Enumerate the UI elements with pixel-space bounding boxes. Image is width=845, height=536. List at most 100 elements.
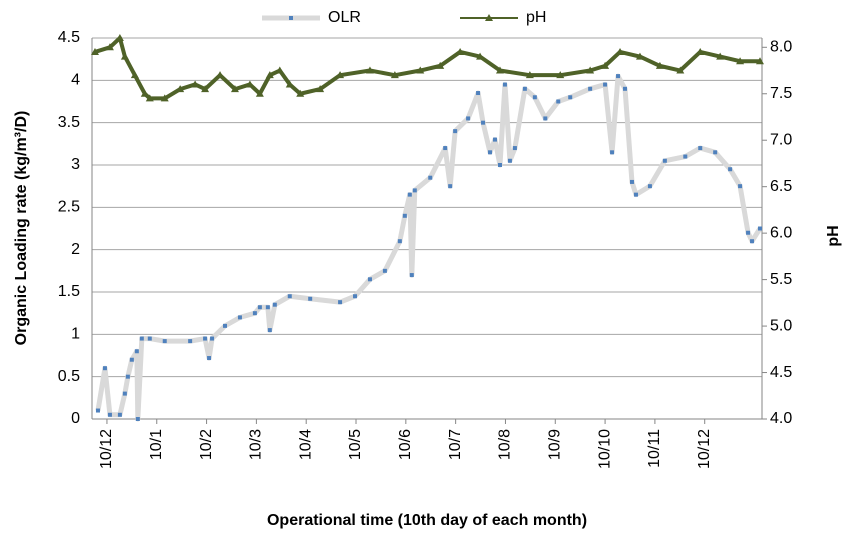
data-point: [750, 239, 755, 244]
data-point: [367, 277, 372, 282]
data-point: [129, 357, 134, 362]
data-point: [492, 137, 497, 142]
data-point: [353, 294, 358, 299]
y-tick-label: 4.5: [58, 29, 80, 46]
data-point: [623, 86, 628, 91]
data-point: [134, 349, 139, 354]
data-point: [201, 85, 210, 93]
data-point: [568, 95, 573, 100]
data-point: [105, 43, 114, 51]
data-point: [647, 184, 652, 189]
data-point: [122, 391, 127, 396]
data-point: [456, 47, 465, 55]
data-point: [586, 66, 595, 74]
y-tick-label: 0.5: [58, 368, 80, 385]
data-point: [140, 89, 149, 97]
data-point: [287, 294, 292, 299]
data-point: [616, 47, 625, 55]
data-point: [655, 61, 664, 69]
data-point: [713, 150, 718, 155]
data-point: [102, 366, 107, 371]
legend-marker: [289, 16, 293, 20]
data-point: [416, 66, 425, 74]
y2-tick-label: 7.0: [770, 131, 792, 148]
y-tick-label: 1.5: [58, 283, 80, 300]
data-point: [223, 323, 228, 328]
data-point: [696, 47, 705, 55]
data-point: [272, 302, 277, 307]
data-point: [716, 52, 725, 60]
data-point: [698, 146, 703, 151]
data-point: [275, 66, 284, 74]
data-point: [556, 99, 561, 104]
data-point: [603, 82, 608, 87]
data-point: [488, 150, 493, 155]
data-point: [507, 158, 512, 163]
x-axis-title: Operational time (10th day of each month…: [267, 512, 587, 529]
x-tick-label: 10/3: [248, 429, 265, 460]
data-point: [610, 150, 615, 155]
data-point: [188, 339, 193, 344]
data-point: [90, 47, 99, 55]
data-point: [135, 417, 140, 421]
data-point: [203, 336, 208, 341]
data-point: [616, 74, 621, 79]
y-tick-label: 4: [71, 72, 80, 89]
data-point: [176, 85, 185, 93]
y2-axis-title: pH: [825, 225, 842, 246]
y-tick-label: 2: [71, 241, 80, 258]
data-point: [115, 34, 124, 41]
data-point: [365, 66, 374, 74]
x-tick-label: 10/11: [646, 429, 663, 468]
y2-tick-label: 6.5: [770, 178, 792, 195]
data-point: [746, 230, 751, 235]
data-point: [296, 89, 305, 97]
data-point: [125, 374, 130, 379]
data-point: [443, 146, 448, 151]
data-point: [738, 184, 743, 189]
data-point: [502, 82, 507, 87]
data-point: [257, 305, 262, 310]
data-point: [145, 94, 154, 102]
data-point: [230, 85, 239, 93]
data-point: [120, 52, 129, 60]
y2-tick-label: 5.5: [770, 271, 792, 288]
data-point: [162, 339, 167, 344]
data-point: [252, 311, 257, 316]
data-point: [308, 296, 313, 301]
data-point: [633, 192, 638, 197]
data-point: [662, 158, 667, 163]
data-point: [736, 57, 745, 65]
x-tick-label: 10/8: [497, 429, 514, 460]
data-point: [481, 120, 486, 125]
x-tick-label: 10/1: [148, 429, 165, 460]
data-point: [265, 71, 274, 79]
data-point: [629, 179, 634, 184]
x-tick-label: 10/12: [98, 429, 115, 469]
data-point: [532, 95, 537, 100]
data-point: [525, 71, 534, 79]
x-tick-label: 10/7: [447, 429, 464, 460]
data-point: [207, 356, 212, 361]
data-point: [338, 300, 343, 305]
data-point: [409, 273, 414, 278]
y-tick-label: 3: [71, 156, 80, 173]
y2-tick-label: 4.5: [770, 364, 792, 381]
data-point: [497, 163, 502, 167]
x-tick-label: 10/10: [596, 429, 613, 469]
data-point: [216, 71, 225, 79]
data-point: [130, 71, 139, 79]
data-point: [95, 408, 100, 413]
data-point: [245, 80, 254, 88]
x-tick-label: 10/6: [397, 429, 414, 460]
data-point: [683, 154, 688, 159]
y-tick-label: 1: [71, 326, 80, 343]
data-point: [428, 175, 433, 180]
data-point: [436, 61, 445, 69]
data-point: [285, 80, 294, 88]
x-tick-label: 10/9: [546, 429, 563, 460]
data-point: [453, 129, 458, 134]
y2-tick-label: 6.0: [770, 224, 792, 241]
data-point: [412, 188, 417, 193]
